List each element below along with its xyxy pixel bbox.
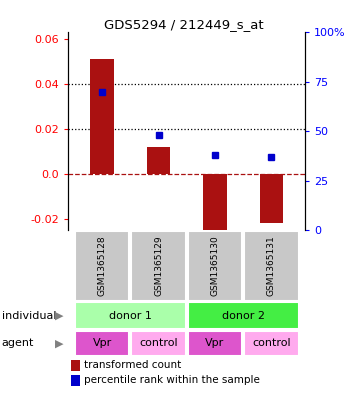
Text: GDS5294 / 212449_s_at: GDS5294 / 212449_s_at — [104, 18, 264, 31]
Bar — [244, 231, 299, 301]
Text: Vpr: Vpr — [205, 338, 225, 348]
Bar — [71, 375, 80, 386]
Bar — [147, 147, 170, 174]
Bar — [244, 331, 299, 356]
Text: Vpr: Vpr — [92, 338, 112, 348]
Text: control: control — [139, 338, 178, 348]
Text: control: control — [252, 338, 290, 348]
Text: GSM1365129: GSM1365129 — [154, 235, 163, 296]
Text: GSM1365131: GSM1365131 — [267, 235, 276, 296]
Bar — [188, 331, 242, 356]
Bar — [75, 331, 130, 356]
Bar — [75, 231, 130, 301]
Text: ▶: ▶ — [55, 311, 64, 321]
Bar — [131, 331, 186, 356]
Bar — [203, 174, 227, 230]
Text: ▶: ▶ — [55, 338, 64, 348]
Bar — [75, 302, 186, 329]
Text: individual: individual — [2, 311, 56, 321]
Bar — [71, 360, 80, 371]
Text: agent: agent — [2, 338, 34, 348]
Text: donor 1: donor 1 — [109, 311, 152, 321]
Text: transformed count: transformed count — [84, 360, 181, 370]
Bar — [259, 174, 283, 223]
Text: GSM1365128: GSM1365128 — [98, 235, 107, 296]
Text: GSM1365130: GSM1365130 — [210, 235, 219, 296]
Bar — [188, 302, 299, 329]
Bar — [131, 231, 186, 301]
Text: percentile rank within the sample: percentile rank within the sample — [84, 375, 260, 385]
Bar — [90, 59, 114, 174]
Text: donor 2: donor 2 — [222, 311, 265, 321]
Bar — [188, 231, 242, 301]
